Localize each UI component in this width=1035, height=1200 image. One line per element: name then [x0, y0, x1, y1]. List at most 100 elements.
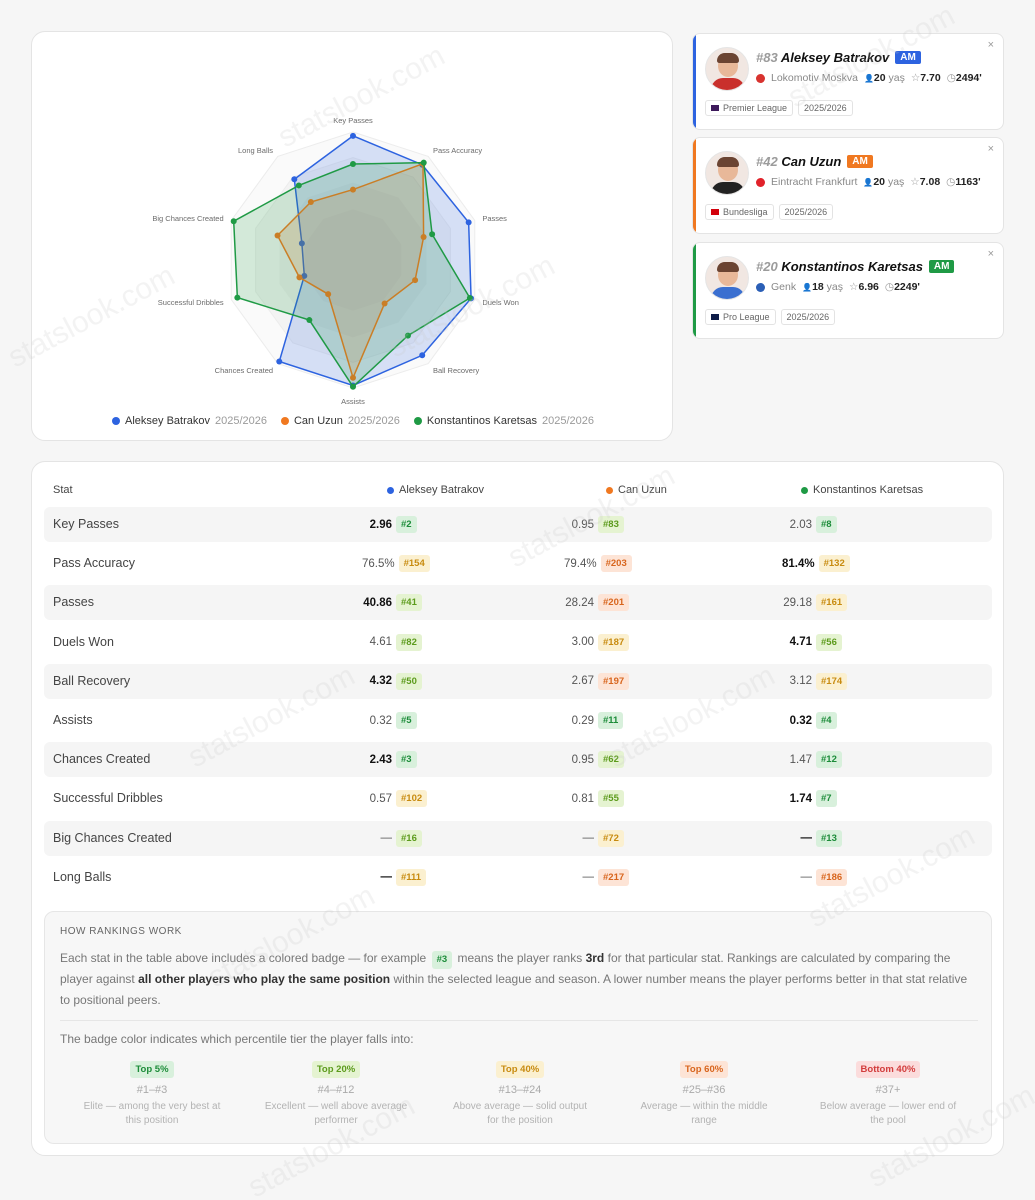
player-name-row: #20 Konstantinos Karetsas AM [756, 259, 955, 274]
legend-color-dot [112, 417, 120, 425]
how-rankings-title: HOW RANKINGS WORK [60, 926, 182, 937]
league-tag[interactable]: Bundesliga [705, 204, 774, 220]
league-flag-icon [711, 105, 719, 111]
legend-item[interactable]: Aleksey Batrakov 2025/2026 [112, 415, 267, 427]
how-rankings-work-panel: HOW RANKINGS WORK Each stat in the table… [44, 911, 992, 1144]
person-icon: 👤 [863, 178, 874, 187]
season-tag[interactable]: 2025/2026 [780, 309, 836, 325]
player-color-accent [693, 34, 696, 129]
player-avatar [705, 151, 749, 195]
rank-badge: #201 [598, 594, 630, 612]
position-badge: AM [928, 260, 955, 273]
radar-point [350, 161, 356, 167]
table-row: Key Passes 2.96 #2 0.95 #83 2.03 #8 [44, 507, 992, 542]
radar-point [350, 383, 356, 390]
radar-legend: Aleksey Batrakov 2025/2026 Can Uzun 2025/20… [32, 415, 674, 427]
player-title: #20 Konstantinos Karetsas [756, 259, 923, 274]
season-tag[interactable]: 2025/2026 [798, 100, 853, 116]
rank-badge: #16 [396, 829, 422, 847]
table-row: Big Chances Created — #16— #72— #13 [44, 820, 992, 856]
league-tag[interactable]: Pro League [705, 309, 776, 325]
stat-value: — [800, 871, 813, 884]
star-icon: ☆ [849, 281, 859, 293]
legend-season: 2025/2026 [347, 415, 400, 427]
player-rating: ☆6.96 [849, 281, 879, 293]
example-rank-badge: #3 [431, 951, 453, 969]
player-name-row: #42 Can Uzun AM [756, 154, 873, 169]
stat-value: 28.24 [565, 596, 594, 609]
avatar-hair [717, 262, 739, 272]
stat-value: 4.61 [369, 636, 392, 649]
radar-axis-label: Pass Accuracy [433, 146, 482, 155]
stat-cell: — #217 [564, 868, 630, 886]
radar-axis-label: Duels Won [482, 298, 519, 307]
stat-cell: 0.29 #11 [564, 712, 624, 729]
rank-badge: #217 [598, 868, 630, 886]
stat-value: 2.67 [571, 675, 594, 688]
stat-value: — [380, 832, 393, 845]
legend-season: 2025/2026 [214, 415, 267, 427]
stat-cell: — #186 [782, 868, 848, 886]
season-tag[interactable]: 2025/2026 [778, 204, 834, 220]
legend-player-name: Can Uzun [293, 415, 343, 427]
player-minutes: ◷1163' [946, 176, 981, 188]
tier-badge: Top 40% [495, 1061, 545, 1078]
stat-name: Duels Won [53, 634, 114, 649]
avatar-shirt [711, 78, 745, 90]
stat-name: Key Passes [53, 517, 120, 531]
stat-value: 2.43 [369, 753, 392, 766]
rank-badge: #4 [816, 712, 837, 729]
radar-point [307, 199, 314, 206]
player-title: #42 Can Uzun [756, 154, 841, 169]
close-icon[interactable]: × [987, 143, 994, 155]
player-minutes: ◷2494' [946, 72, 982, 84]
avatar-shirt [711, 182, 745, 194]
rank-badge: #62 [598, 751, 624, 769]
radar-axis-label: Key Passes [333, 116, 373, 125]
tier-item: Top 60% #25–#36 Average — within the middl… [612, 1059, 796, 1128]
rank-badge: #41 [396, 594, 422, 612]
stat-value: 0.95 [571, 753, 594, 766]
stat-value: 81.4% [782, 557, 815, 570]
stat-cell: 0.57 #102 [362, 790, 428, 808]
stat-value: 1.47 [789, 753, 812, 766]
radar-point [429, 231, 436, 238]
table-row: Duels Won 4.61 #82 3.00 #187 4.71 #56 [44, 625, 992, 660]
radar-point [350, 374, 356, 381]
rank-badge: #102 [396, 790, 428, 808]
table-row: Pass Accuracy 76.5% #154 79.4% #203 81.4% #132 [44, 546, 992, 581]
radar-point [350, 186, 356, 193]
stat-cell: 3.00 #187 [564, 633, 630, 651]
legend-item[interactable]: Can Uzun 2025/2026 [280, 415, 400, 427]
player-card[interactable]: × #42 Can Uzun AM Eintracht Frankfurt 👤20 ya… [692, 137, 1004, 234]
league-flag-icon [711, 209, 719, 215]
table-row: Passes 40.86 #41 28.24 #201 29.18 #161 [44, 585, 992, 621]
player-avatar [705, 47, 749, 91]
rank-badge: #5 [396, 712, 417, 729]
radar-axis-label: Big Chances Created [152, 214, 223, 223]
tier-range: #25–#36 [682, 1084, 726, 1096]
player-name-row: #83 Aleksey Batrakov AM [756, 50, 921, 65]
player-tags: Pro League 2025/2026 [705, 309, 836, 325]
stat-cell: 0.81 #55 [564, 790, 624, 808]
stat-cell: — #111 [362, 868, 427, 886]
stat-value: — [380, 871, 393, 884]
radar-axis-label: Passes [482, 214, 507, 223]
player-card[interactable]: × #20 Konstantinos Karetsas AM Genk 👤18 yaş ☆… [692, 242, 1004, 339]
column-header-player-3: Konstantinos Karetsas [801, 484, 923, 496]
rank-badge: #56 [816, 633, 842, 651]
stat-cell: 0.95 #83 [564, 516, 624, 533]
table-header: Stat Aleksey Batrakov Can Uzun Konstanti… [53, 484, 993, 500]
player-card[interactable]: × #83 Aleksey Batrakov AM Lokomotiv Moskva 👤… [692, 33, 1004, 130]
radar-point [274, 232, 281, 239]
close-icon[interactable]: × [987, 248, 994, 260]
rank-badge: #8 [816, 516, 837, 533]
league-tag[interactable]: Premier League [705, 100, 794, 116]
radar-point [276, 358, 283, 365]
close-icon[interactable]: × [987, 39, 994, 51]
stat-cell: 2.96 #2 [362, 516, 417, 533]
rank-badge: #154 [398, 555, 430, 573]
legend-item[interactable]: Konstantinos Karetsas 2025/2026 [413, 415, 594, 427]
stat-name: Ball Recovery [53, 673, 131, 688]
position-badge: AM [847, 155, 873, 168]
